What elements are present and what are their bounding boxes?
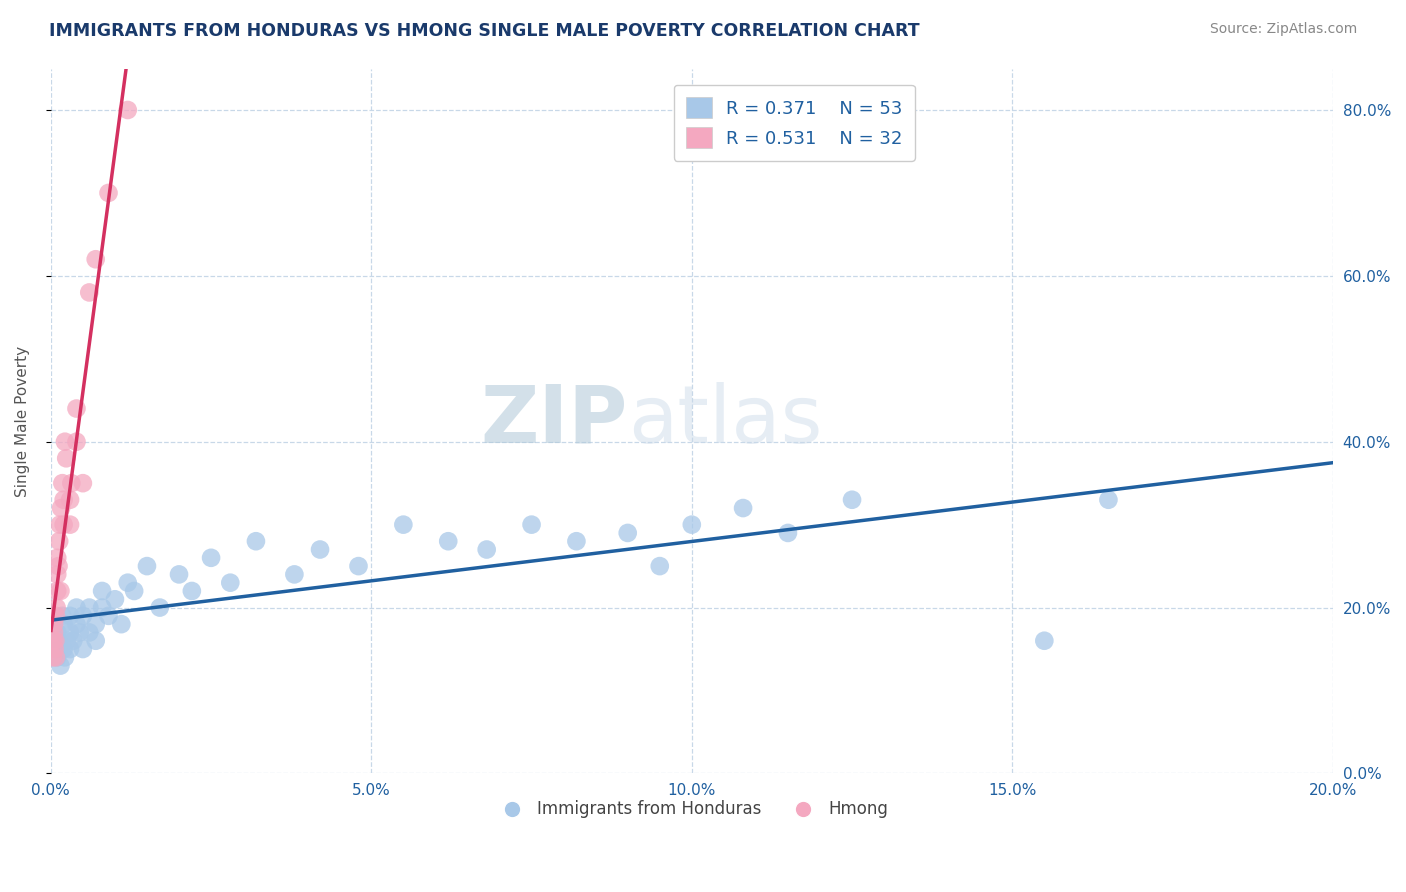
Point [520,517,543,532]
Point [437,534,460,549]
Point [52,492,75,507]
Text: ZIP: ZIP [481,382,627,460]
Point [59,625,82,640]
Point [84,252,107,267]
Point [200,550,222,565]
Point [79,285,101,300]
Y-axis label: Single Male Poverty: Single Male Poverty [15,345,30,497]
Point [53,650,76,665]
Point [45,608,67,623]
Point [475,542,498,557]
Point [46,625,69,640]
Point [49,584,72,599]
Point [72,476,94,491]
Point [65,434,87,449]
Point [733,501,755,516]
Point [681,517,703,532]
Point [65,617,87,632]
Point [392,517,415,532]
Point [84,633,107,648]
Point [79,625,101,640]
Point [69,625,91,640]
Point [60,476,83,491]
Point [46,550,69,565]
Point [245,534,267,549]
Point [616,525,638,540]
Point [104,592,127,607]
Point [42,625,65,640]
Point [52,617,75,632]
Point [841,492,863,507]
Point [648,559,671,574]
Point [42,633,65,648]
Point [53,434,76,449]
Point [97,186,120,200]
Point [347,559,370,574]
Point [49,501,72,516]
Point [565,534,588,549]
Point [59,517,82,532]
Point [84,617,107,632]
Point [48,534,70,549]
Point [283,567,305,582]
Point [136,559,159,574]
Point [180,584,202,599]
Point [42,638,65,652]
Point [72,608,94,623]
Point [42,650,65,665]
Point [59,642,82,657]
Point [52,517,75,532]
Point [55,451,77,466]
Point [167,567,190,582]
Point [62,633,84,648]
Point [122,584,145,599]
Point [44,642,66,657]
Point [49,658,72,673]
Point [1097,492,1119,507]
Point [45,650,67,665]
Legend: Immigrants from Honduras, Hmong: Immigrants from Honduras, Hmong [489,794,894,825]
Point [51,476,73,491]
Text: Source: ZipAtlas.com: Source: ZipAtlas.com [1209,22,1357,37]
Text: atlas: atlas [627,382,823,460]
Point [79,600,101,615]
Point [117,575,139,590]
Point [59,492,82,507]
Point [110,617,132,632]
Point [776,525,799,540]
Point [42,617,65,632]
Point [1033,633,1056,648]
Point [56,633,79,648]
Point [219,575,242,590]
Text: IMMIGRANTS FROM HONDURAS VS HMONG SINGLE MALE POVERTY CORRELATION CHART: IMMIGRANTS FROM HONDURAS VS HMONG SINGLE… [49,22,920,40]
Point [51,608,73,623]
Point [52,642,75,657]
Point [91,600,114,615]
Point [59,608,82,623]
Point [45,600,67,615]
Point [149,600,172,615]
Point [91,584,114,599]
Point [117,103,139,117]
Point [97,608,120,623]
Point [48,559,70,574]
Point [49,517,72,532]
Point [46,567,69,582]
Point [46,584,69,599]
Point [48,633,70,648]
Point [44,633,66,648]
Point [65,600,87,615]
Point [46,650,69,665]
Point [65,401,87,416]
Point [72,642,94,657]
Point [309,542,332,557]
